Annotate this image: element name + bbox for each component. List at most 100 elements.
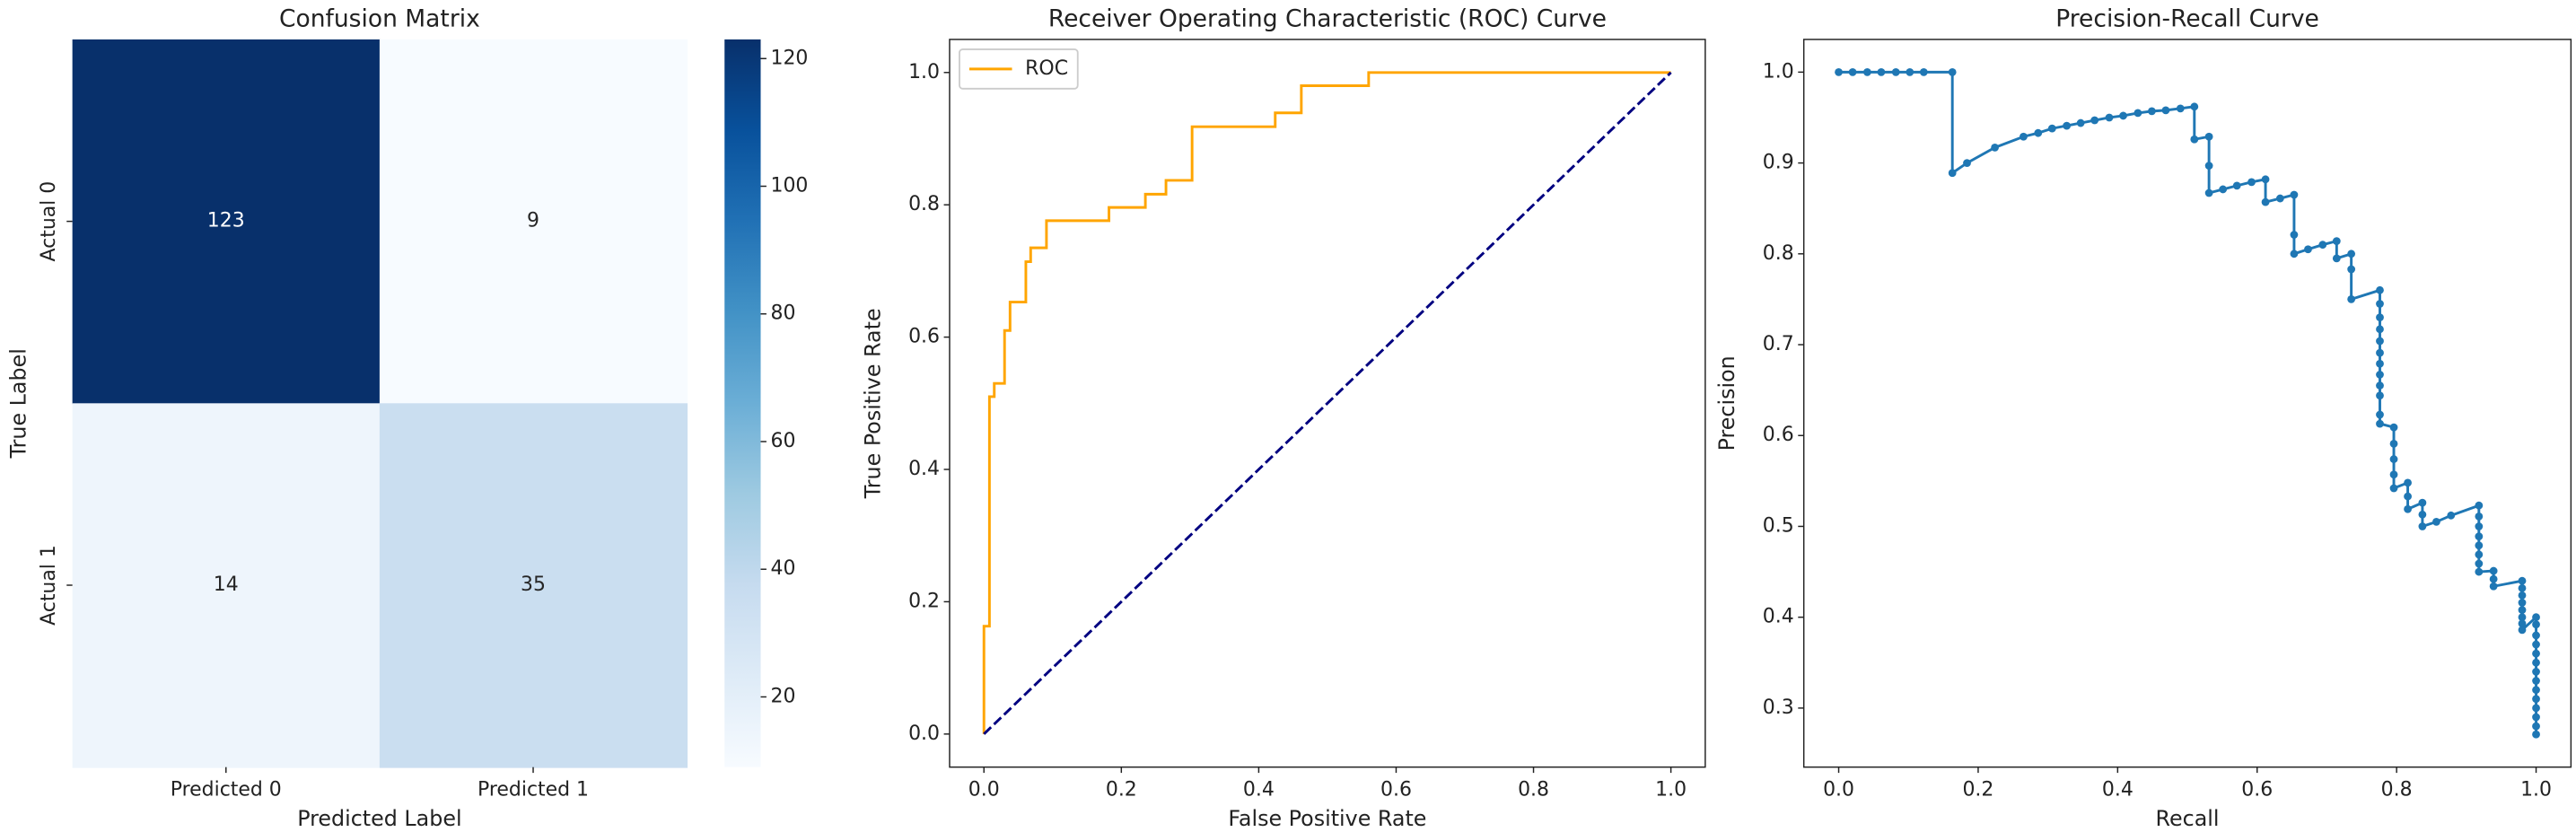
series-marker: [2034, 128, 2043, 137]
series-marker: [2532, 686, 2540, 695]
series-marker: [2518, 606, 2527, 614]
series-marker: [2532, 631, 2540, 640]
series-marker: [2532, 640, 2540, 649]
y-tick-label: 0.6: [1763, 424, 1794, 446]
colorbar-tick-label: 20: [770, 685, 795, 707]
series-marker: [1991, 143, 1999, 152]
series-marker: [2261, 175, 2270, 184]
series-marker: [2475, 541, 2484, 550]
series-marker: [2518, 576, 2527, 585]
series-marker: [2105, 113, 2114, 122]
y-axis-label: True Positive Rate: [860, 308, 885, 499]
heatmap-cell: [72, 39, 381, 405]
series-marker: [1919, 67, 1928, 76]
y-tick-label: 1.0: [1763, 60, 1794, 83]
series-marker: [2247, 178, 2256, 187]
series-marker: [2148, 107, 2156, 116]
y-tick-label: 1.0: [908, 61, 940, 83]
series-marker: [1863, 67, 1871, 76]
series-marker: [2418, 522, 2427, 530]
y-tick-label: Actual 1: [38, 545, 60, 626]
chart-title: Confusion Matrix: [279, 4, 480, 32]
cell-label: 123: [207, 210, 245, 232]
y-tick-label: Actual 0: [38, 181, 60, 262]
series-marker: [2290, 190, 2299, 199]
series-marker: [2418, 498, 2427, 507]
series-marker: [2389, 470, 2398, 479]
series-marker: [1891, 67, 1900, 76]
y-tick-label: 0.4: [908, 458, 940, 480]
y-tick-label: 0.4: [1763, 606, 1794, 628]
series-marker: [2532, 668, 2540, 676]
series-marker: [2518, 583, 2527, 592]
series-marker: [2518, 613, 2527, 622]
x-axis-label: False Positive Rate: [1228, 806, 1426, 831]
series-marker: [2190, 135, 2199, 144]
series-marker: [2020, 132, 2028, 141]
series-marker: [2432, 518, 2440, 526]
y-axis-label: Precision: [1714, 355, 1739, 451]
series-marker: [2376, 348, 2384, 357]
series-marker: [1906, 67, 1914, 76]
series-marker: [2404, 504, 2412, 513]
series-marker: [2047, 124, 2056, 133]
series-marker: [2389, 455, 2398, 463]
series-marker: [2119, 111, 2127, 120]
y-tick-label: 0.0: [908, 723, 940, 745]
series-marker: [2532, 677, 2540, 685]
series-line: [983, 71, 1672, 735]
series-marker: [2347, 250, 2356, 258]
colorbar-tick-label: 80: [770, 302, 795, 325]
series-line: [982, 71, 1671, 734]
series-marker: [2219, 185, 2228, 194]
series-marker: [2376, 285, 2384, 294]
series-marker: [2418, 510, 2427, 519]
colorbar-tick-label: 60: [770, 430, 795, 452]
series-marker: [2090, 116, 2099, 125]
y-axis-label: True Label: [6, 348, 31, 459]
series-marker: [2376, 381, 2384, 390]
chart-title: Receiver Operating Characteristic (ROC) …: [1048, 4, 1607, 32]
series-marker: [2518, 626, 2527, 635]
y-tick-label: 0.3: [1763, 696, 1794, 719]
x-tick-label: 0.8: [1518, 778, 1549, 801]
x-tick-label: 1.0: [1655, 778, 1687, 801]
x-axis-label: Recall: [2156, 806, 2220, 831]
series-marker: [2190, 102, 2199, 111]
series-marker: [2389, 484, 2398, 493]
series-marker: [2475, 550, 2484, 559]
series-marker: [2376, 371, 2384, 379]
x-tick-label: 0.0: [968, 778, 1000, 801]
plot-frame: [1802, 39, 2572, 768]
x-tick-label: 1.0: [2520, 778, 2552, 801]
series-marker: [1877, 67, 1886, 76]
legend-box: [959, 48, 1079, 90]
x-tick-label: 0.6: [2241, 778, 2273, 801]
x-tick-label: 0.4: [1243, 778, 1275, 801]
series-marker: [2304, 245, 2312, 254]
heatmap-cell: [379, 403, 688, 768]
series-marker: [2475, 501, 2484, 510]
cell-label: 35: [521, 574, 546, 596]
y-tick-label: 0.8: [1763, 242, 1794, 265]
x-tick-label: 0.2: [1962, 778, 1993, 801]
series-marker: [2389, 439, 2398, 448]
series-marker: [2063, 121, 2072, 130]
plot-frame: [949, 39, 1706, 768]
series-marker: [2376, 337, 2384, 346]
series-marker: [2518, 599, 2527, 607]
series-marker: [1848, 67, 1857, 76]
cell-label: 14: [214, 574, 239, 596]
series-marker: [2376, 325, 2384, 334]
heatmap-cell: [379, 39, 688, 405]
series-marker: [1835, 67, 1843, 76]
series-marker: [2475, 532, 2484, 540]
series-marker: [2161, 106, 2170, 115]
series-marker: [1963, 159, 1971, 167]
series-marker: [2447, 511, 2456, 520]
series-marker: [2261, 197, 2270, 206]
y-tick-label: 0.9: [1763, 152, 1794, 174]
series-marker: [2532, 704, 2540, 713]
series-marker: [2332, 254, 2341, 263]
